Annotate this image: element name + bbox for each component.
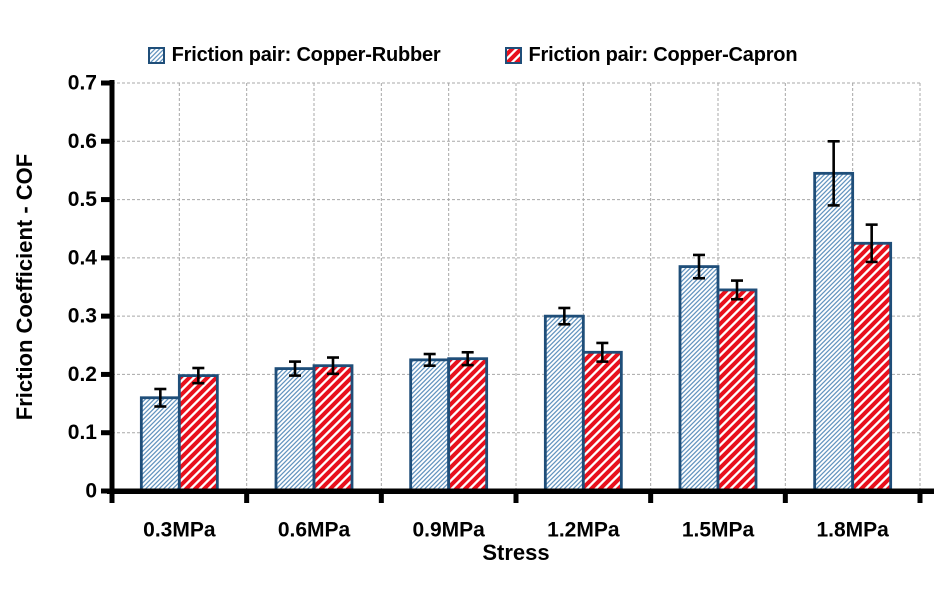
x-category-label: 0.3MPa [143, 519, 216, 542]
bar-copper-capron-1.5MPa [716, 288, 758, 493]
x-tick [648, 494, 654, 503]
x-axis-line [107, 488, 934, 494]
bar-copper-capron-0.6MPa [312, 364, 354, 493]
y-tick [101, 313, 112, 319]
bar-copper-rubber-1.2MPa [543, 314, 585, 493]
x-category-label: 1.2MPa [547, 519, 620, 542]
x-axis-title: Stress [482, 540, 550, 565]
y-tick [101, 488, 112, 494]
y-tick-label: 0.2 [68, 363, 97, 386]
x-tick [513, 494, 519, 503]
x-tick [244, 494, 250, 503]
bar-copper-capron-0.3MPa [177, 374, 219, 493]
y-tick-label: 0.6 [68, 130, 97, 153]
y-axis-line [109, 80, 115, 494]
bar-copper-capron-0.9MPa [447, 357, 489, 493]
y-tick [101, 197, 112, 203]
x-category-label: 0.6MPa [278, 519, 351, 542]
x-tick [109, 494, 115, 503]
y-tick-label: 0.5 [68, 188, 98, 211]
legend-swatch-copper-rubber [147, 47, 165, 64]
x-category-label: 0.9MPa [412, 519, 485, 542]
legend-item-copper-rubber: Friction pair: Copper-Rubber [147, 44, 441, 67]
legend-item-copper-capron: Friction pair: Copper-Capron [504, 44, 798, 67]
y-tick-label: 0.1 [68, 421, 98, 444]
bar-copper-rubber-0.6MPa [274, 367, 316, 493]
y-tick-label: 0.7 [68, 72, 97, 95]
y-tick-label: 0.4 [68, 246, 98, 269]
bar-copper-rubber-0.9MPa [409, 358, 451, 493]
y-tick [101, 255, 112, 261]
gridlines [112, 82, 921, 491]
bar-copper-rubber-0.3MPa [139, 396, 181, 493]
bar-copper-rubber-1.8MPa [813, 171, 855, 493]
y-tick [101, 371, 112, 377]
y-tick [101, 138, 112, 144]
y-tick [101, 430, 112, 436]
x-category-label: 1.8MPa [816, 519, 889, 542]
tick-marks: 0 0.1 0.2 0.3 0.4 0.5 0.6 0.7 0.3MPa 0.6MPa 0.9MPa… [68, 72, 923, 542]
x-tick [917, 494, 923, 503]
x-tick [782, 494, 788, 503]
legend-swatch-copper-capron [504, 47, 522, 64]
legend-label-copper-rubber: Friction pair: Copper-Rubber [171, 44, 441, 66]
axes [107, 80, 934, 494]
y-tick-label: 0 [85, 480, 97, 503]
x-tick [378, 494, 384, 503]
bar-copper-rubber-1.5MPa [678, 265, 720, 493]
error-bars-copper-rubber [154, 139, 840, 408]
bar-copper-capron-1.8MPa [851, 241, 893, 493]
y-tick [101, 80, 112, 86]
error-bars-copper-capron [192, 223, 878, 385]
y-tick-label: 0.3 [68, 305, 97, 328]
x-category-label: 1.5MPa [682, 519, 755, 542]
chart-legend: Friction pair: Copper-Rubber Friction pa… [0, 44, 945, 67]
bar-copper-capron-1.2MPa [581, 350, 623, 493]
legend-label-copper-capron: Friction pair: Copper-Capron [528, 44, 798, 66]
